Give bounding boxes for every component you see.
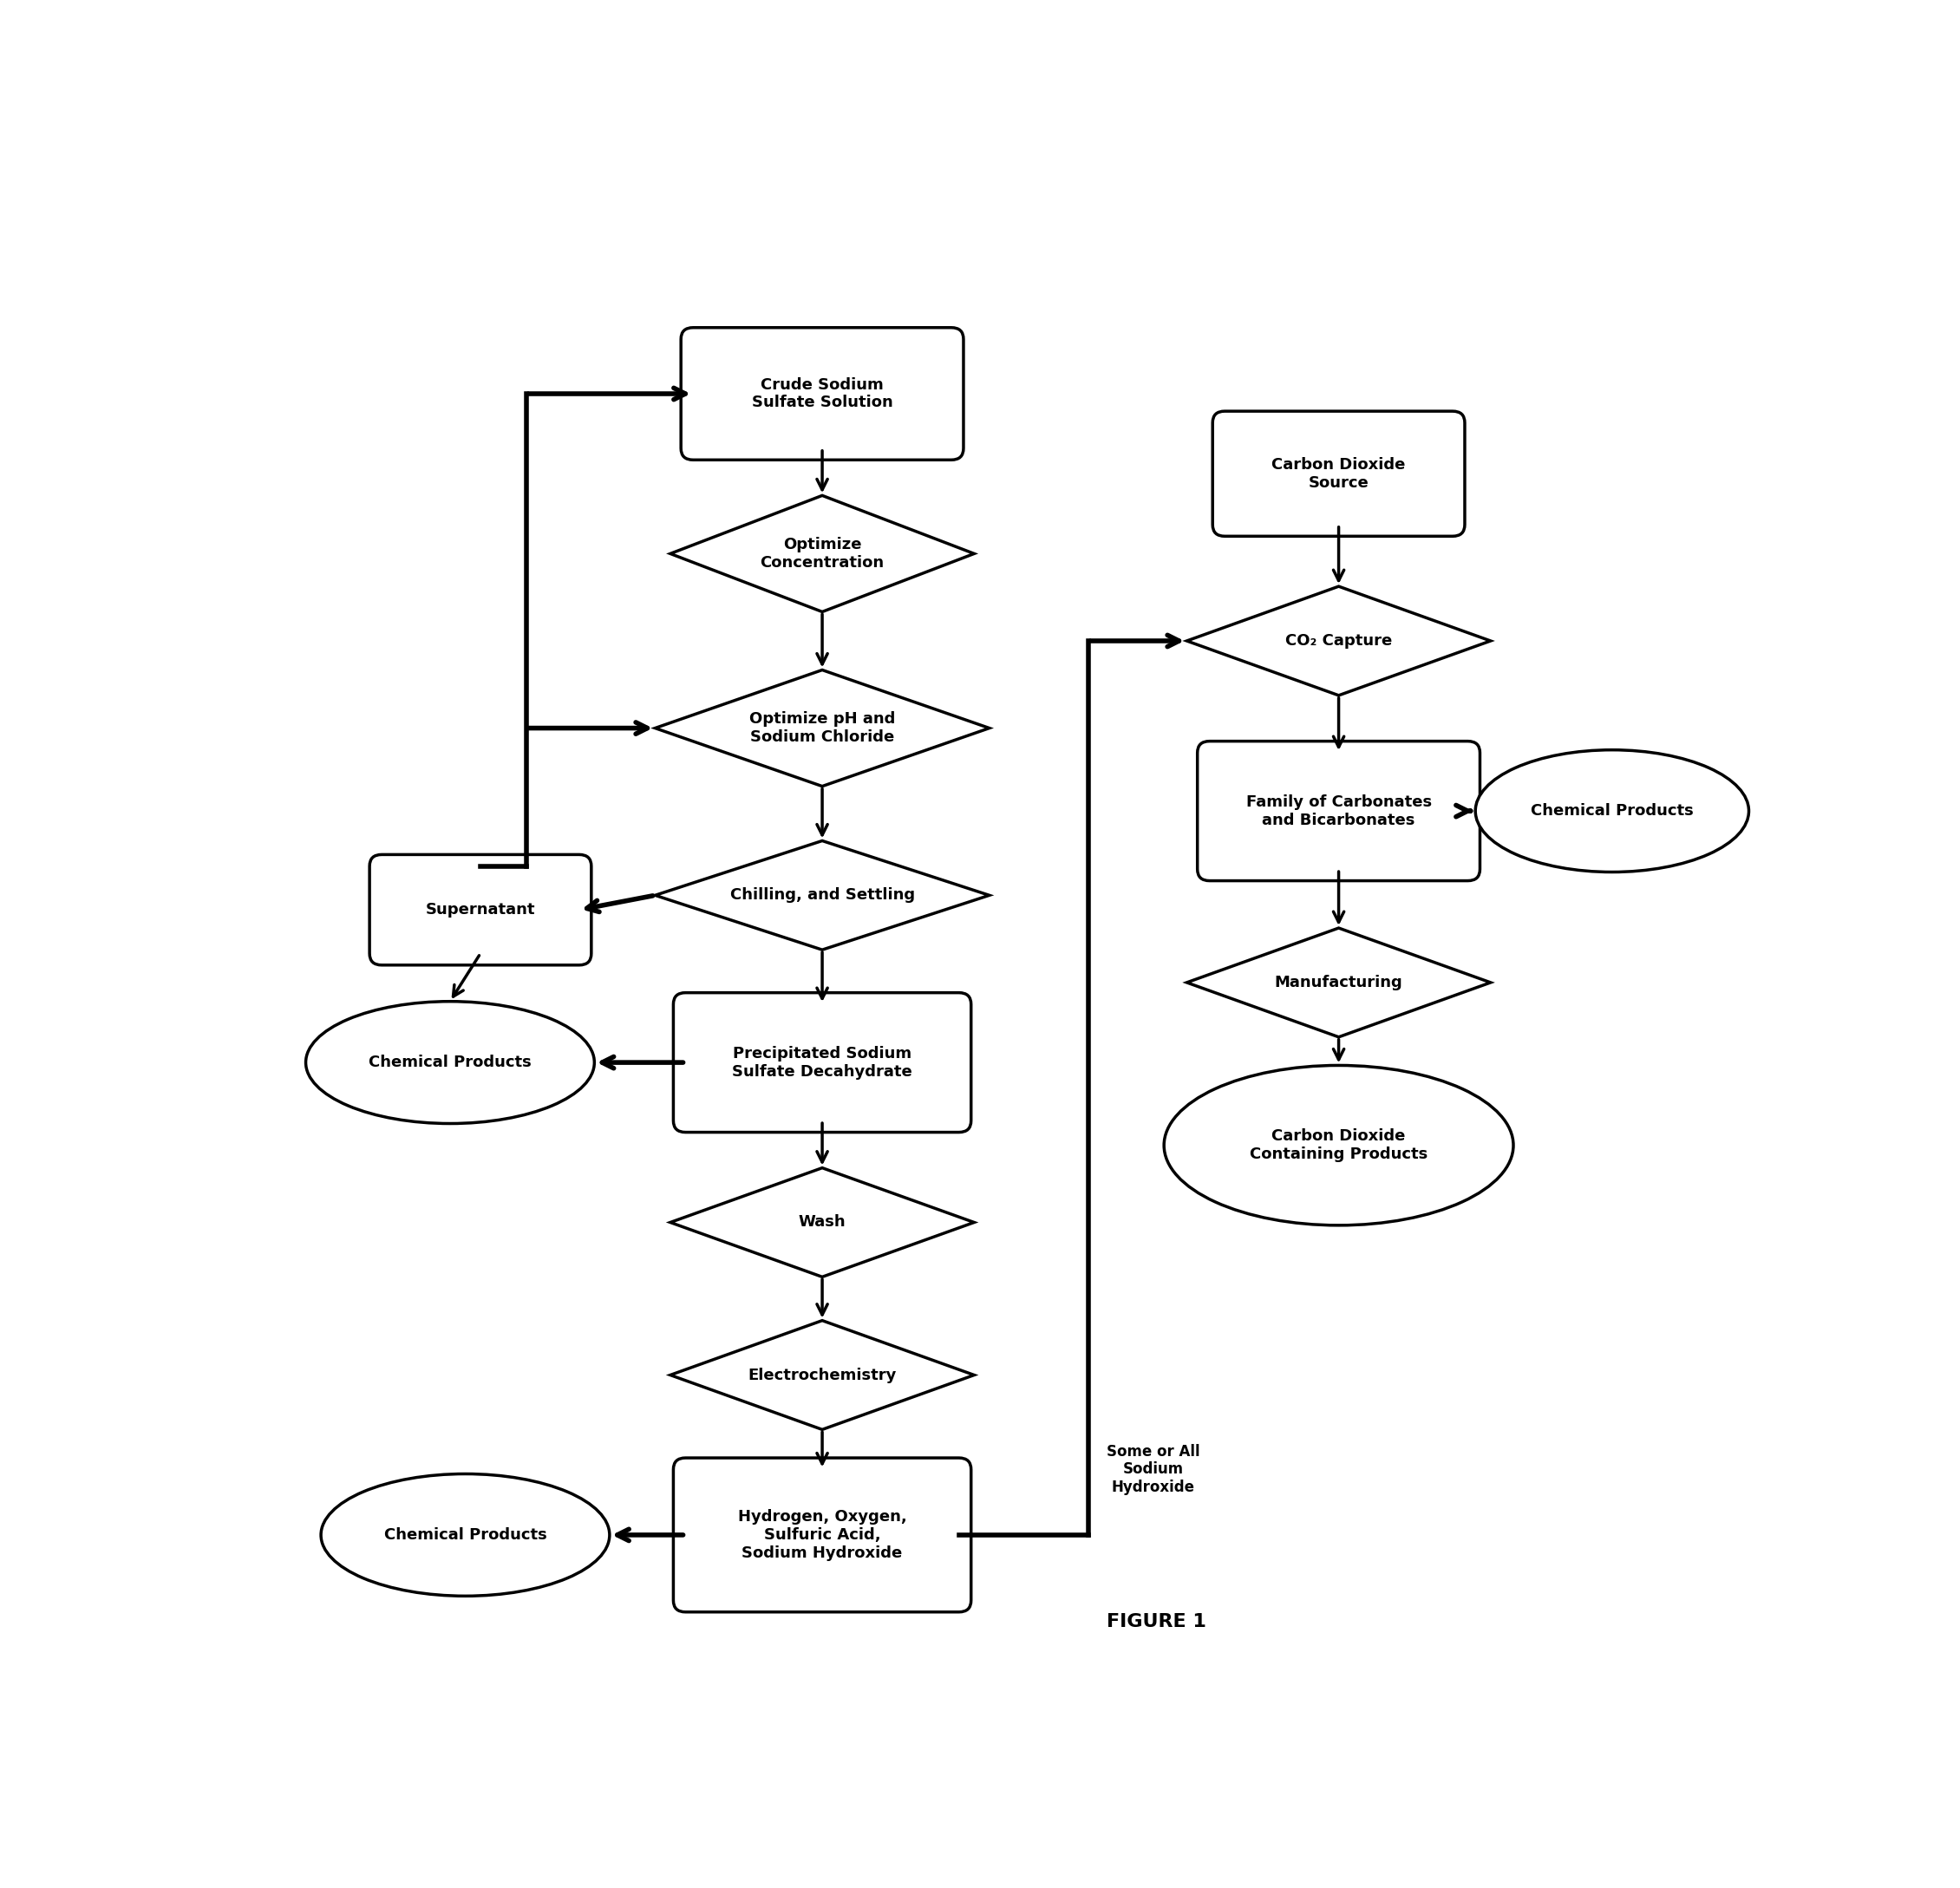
Text: Manufacturing: Manufacturing [1274,974,1403,991]
Text: Hydrogen, Oxygen,
Sulfuric Acid,
Sodium Hydroxide: Hydrogen, Oxygen, Sulfuric Acid, Sodium … [737,1509,907,1561]
Text: Chemical Products: Chemical Products [384,1527,547,1542]
Text: Crude Sodium
Sulfate Solution: Crude Sodium Sulfate Solution [751,378,894,410]
Ellipse shape [1164,1065,1513,1225]
FancyBboxPatch shape [674,1458,970,1612]
FancyBboxPatch shape [1213,412,1464,536]
Ellipse shape [306,1001,594,1123]
Text: Chemical Products: Chemical Products [368,1055,531,1070]
FancyBboxPatch shape [1198,742,1480,882]
Polygon shape [1188,929,1490,1037]
Polygon shape [655,670,990,785]
Polygon shape [670,1169,974,1276]
Text: Wash: Wash [798,1214,847,1231]
Ellipse shape [1476,750,1748,872]
Polygon shape [1188,587,1490,695]
Text: FIGURE 1: FIGURE 1 [1107,1614,1205,1631]
Text: Optimize pH and
Sodium Chloride: Optimize pH and Sodium Chloride [749,712,896,746]
Text: Precipitated Sodium
Sulfate Decahydrate: Precipitated Sodium Sulfate Decahydrate [733,1046,911,1080]
Text: Chilling, and Settling: Chilling, and Settling [729,887,915,902]
Ellipse shape [321,1475,610,1595]
Polygon shape [655,840,990,950]
Text: Electrochemistry: Electrochemistry [749,1367,896,1382]
Text: Some or All
Sodium
Hydroxide: Some or All Sodium Hydroxide [1105,1444,1200,1495]
Polygon shape [670,495,974,612]
Polygon shape [670,1320,974,1429]
Text: CO₂ Capture: CO₂ Capture [1286,632,1392,649]
Text: Carbon Dioxide
Source: Carbon Dioxide Source [1272,457,1405,491]
FancyBboxPatch shape [680,329,964,461]
Text: Chemical Products: Chemical Products [1531,802,1693,819]
FancyBboxPatch shape [370,855,592,965]
Text: Family of Carbonates
and Bicarbonates: Family of Carbonates and Bicarbonates [1247,795,1431,827]
Text: Carbon Dioxide
Containing Products: Carbon Dioxide Containing Products [1250,1129,1427,1163]
Text: Supernatant: Supernatant [425,902,535,918]
FancyBboxPatch shape [674,993,970,1133]
Text: Optimize
Concentration: Optimize Concentration [760,536,884,570]
